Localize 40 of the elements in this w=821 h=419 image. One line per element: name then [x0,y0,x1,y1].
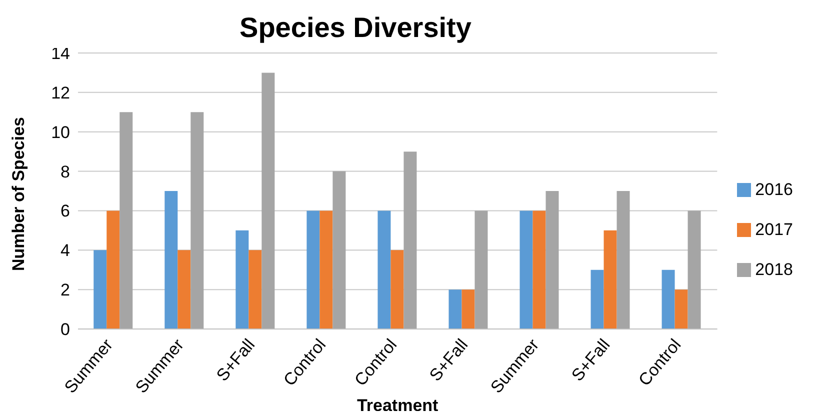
bar [532,210,546,329]
x-axis-title: Treatment [356,396,439,415]
legend-label: 2018 [755,260,793,278]
y-tick-label: 10 [51,122,70,142]
legend-label: 2016 [755,180,793,198]
y-axis-title: Number of Species [9,117,28,271]
bar [404,152,417,329]
bar [262,72,275,329]
bar [590,270,604,329]
bar [462,290,475,329]
bar [390,250,404,329]
y-tick-label: 8 [60,162,70,182]
bar [332,171,346,329]
y-tick-label: 2 [60,280,70,300]
y-tick-label: 0 [60,320,70,340]
bar [164,191,178,329]
bar [120,112,133,329]
bar [520,210,533,329]
bar [178,250,191,329]
bar [378,210,391,329]
bar [688,210,701,329]
chart-title: Species Diversity [240,12,472,43]
y-tick-label: 4 [60,241,70,260]
y-tick-label: 12 [51,83,70,102]
bar [546,191,559,329]
bar [236,230,249,329]
bar [662,270,675,329]
bar [474,210,488,329]
y-tick-label: 6 [60,202,70,221]
bar [106,210,120,329]
bar [448,290,462,329]
bar [674,290,688,329]
bar [248,250,262,329]
bar [94,250,107,329]
bar [604,230,617,329]
legend-label: 2017 [755,220,793,238]
bar [306,210,320,329]
bar [616,191,630,329]
bar [190,112,204,329]
bar [320,210,333,329]
